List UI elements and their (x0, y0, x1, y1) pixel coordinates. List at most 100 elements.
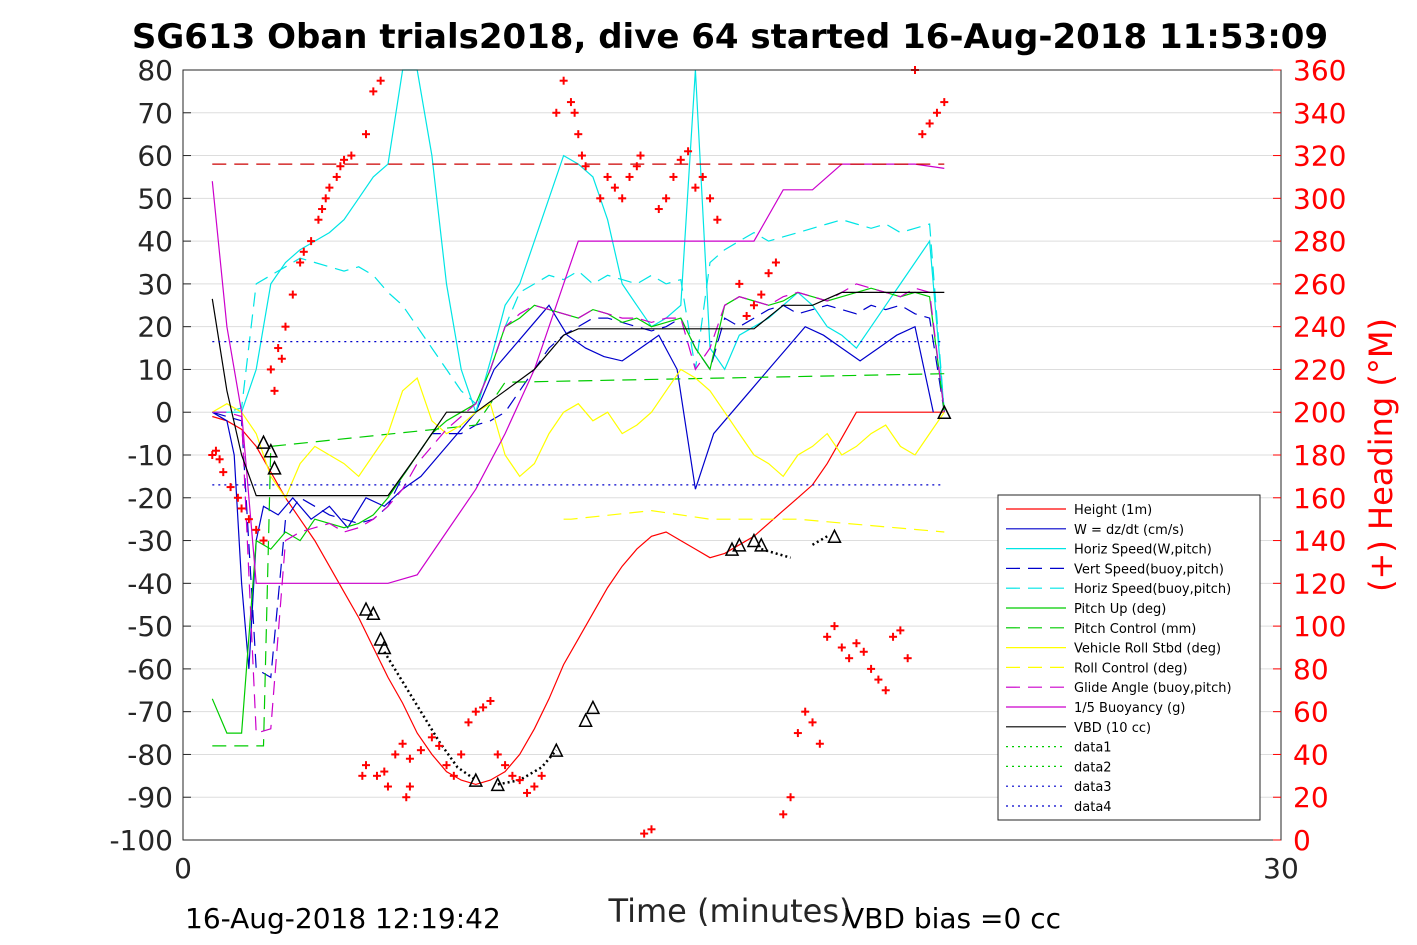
heading-point (581, 162, 590, 171)
direction-marker (366, 605, 381, 621)
heading-point (662, 194, 671, 203)
heading-point (932, 108, 941, 117)
direction-marker (256, 434, 271, 449)
heading-point (867, 664, 876, 673)
heading-point (925, 119, 934, 128)
heading-point (266, 365, 275, 374)
marker-layer (208, 66, 952, 838)
heading-point (881, 686, 890, 695)
heading-point (625, 172, 634, 181)
heading-point (219, 468, 228, 477)
heading-point (486, 696, 495, 705)
series-line-7 (211, 368, 945, 500)
heading-point (244, 515, 253, 524)
heading-point (874, 675, 883, 684)
heading-point (742, 311, 751, 320)
series-layer (211, 69, 945, 786)
left-tick-label: 20 (137, 311, 173, 344)
heading-point (523, 788, 532, 797)
heading-point (464, 718, 473, 727)
heading-point (340, 155, 349, 164)
right-axis-ticks: 3603403203002802602402202001801601401201… (1273, 54, 1346, 857)
heading-point (362, 130, 370, 139)
heading-point (647, 825, 656, 834)
series-line-10 (211, 163, 945, 584)
heading-point (552, 108, 561, 117)
heading-point (903, 654, 912, 663)
heading-point (288, 290, 297, 299)
series-line-9 (212, 283, 945, 734)
heading-point (449, 771, 458, 780)
right-tick-label: 140 (1293, 525, 1346, 558)
right-tick-label: 260 (1293, 268, 1346, 301)
heading-point (618, 194, 627, 203)
left-tick-label: 10 (137, 353, 173, 386)
x-axis-ticks: 0 30 (174, 832, 1299, 885)
left-tick-label: -40 (127, 567, 173, 600)
heading-point (336, 162, 345, 171)
heading-point (676, 155, 685, 164)
heading-point (669, 172, 678, 181)
heading-point (383, 782, 392, 791)
heading-point (281, 322, 290, 331)
heading-point (654, 205, 663, 214)
direction-marker (937, 404, 952, 419)
x-axis-label: Time (minutes) (608, 892, 852, 930)
heading-point (632, 162, 641, 171)
right-tick-label: 40 (1293, 738, 1329, 771)
heading-point (596, 194, 605, 203)
x-tick-label: 30 (1263, 852, 1299, 885)
legend-label: data2 (1074, 760, 1112, 775)
heading-point (515, 776, 524, 785)
heading-point (640, 829, 649, 838)
heading-point (435, 741, 444, 750)
left-tick-label: -80 (127, 738, 173, 771)
series-line-2 (212, 69, 945, 415)
heading-point (764, 269, 773, 278)
heading-point (442, 761, 451, 770)
heading-point (837, 643, 846, 652)
heading-point (402, 793, 411, 802)
series-line-1 (211, 304, 934, 669)
direction-marker (732, 537, 747, 552)
legend-label: Roll Control (deg) (1074, 661, 1188, 676)
heading-point (577, 151, 586, 160)
heading-point (380, 767, 389, 776)
left-tick-label: 40 (137, 225, 173, 258)
heading-point (771, 258, 780, 267)
heading-point (369, 87, 378, 96)
right-tick-label: 0 (1293, 824, 1311, 857)
left-axis-ticks: 80 70 60 50 40 30 20 10 0 -10 -20 -30 -40 -50 -60 -70 -8… (109, 54, 191, 857)
heading-point (852, 639, 861, 648)
direction-marker (263, 443, 279, 458)
right-tick-label: 80 (1293, 653, 1329, 686)
footer-vbd-bias: VBD bias =0 cc (845, 902, 1061, 935)
heading-point (749, 301, 758, 310)
direction-marker (358, 601, 374, 616)
heading-point (808, 718, 817, 727)
heading-point (793, 729, 802, 738)
legend-label: Vehicle Roll Stbd (deg) (1074, 642, 1221, 657)
legend-label: Height (1m) (1074, 503, 1152, 518)
series-line-11 (211, 291, 945, 497)
legend-label: VBD (10 cc) (1074, 721, 1151, 736)
heading-point (296, 258, 305, 267)
heading-point (318, 205, 327, 214)
heading-point (376, 76, 385, 85)
heading-point (277, 354, 286, 363)
legend-label: data1 (1074, 741, 1112, 756)
legend-label: data4 (1074, 800, 1112, 815)
heading-point (471, 707, 480, 716)
heading-point (457, 750, 466, 759)
heading-point (233, 493, 242, 502)
heading-point (307, 237, 316, 246)
heading-point (325, 183, 334, 192)
heading-point (713, 215, 722, 224)
direction-marker (373, 631, 388, 646)
heading-point (574, 130, 583, 139)
right-tick-label: 240 (1293, 311, 1346, 344)
legend-label: Pitch Control (mm) (1074, 622, 1196, 637)
direction-marker (585, 699, 601, 715)
heading-point (372, 771, 381, 780)
